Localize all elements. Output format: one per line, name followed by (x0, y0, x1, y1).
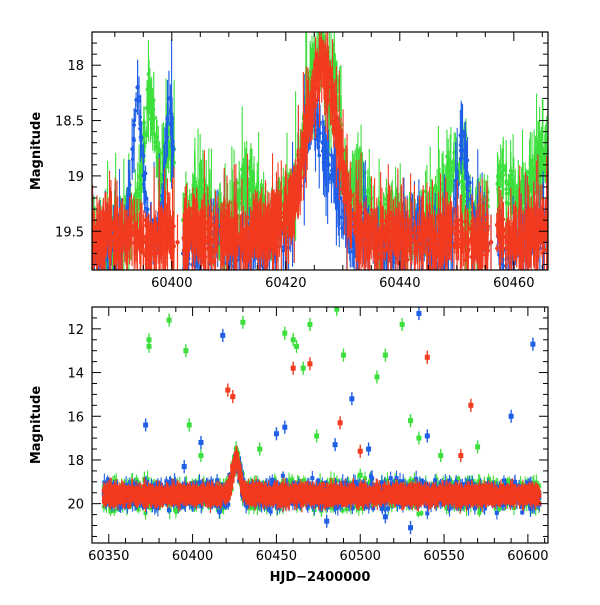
data-point (147, 85, 151, 89)
data-point (500, 174, 504, 178)
data-point (144, 207, 148, 211)
data-point (467, 189, 471, 193)
data-point (503, 168, 507, 172)
data-point (509, 181, 513, 185)
data-point (170, 117, 174, 121)
data-point (162, 173, 166, 177)
data-point (509, 173, 513, 177)
data-point (460, 129, 464, 133)
data-point (153, 140, 157, 144)
data-point (165, 130, 169, 134)
data-point (145, 106, 149, 110)
data-point (450, 168, 454, 172)
data-point (332, 174, 336, 178)
data-point (134, 192, 138, 196)
data-point (132, 139, 136, 143)
data-point (208, 193, 212, 197)
data-point (514, 194, 518, 198)
data-point (330, 169, 334, 173)
data-point (143, 193, 147, 197)
data-point (541, 251, 545, 255)
data-point (321, 140, 325, 144)
data-point (141, 152, 145, 156)
data-point (172, 148, 176, 152)
data-point (366, 188, 370, 192)
data-point (326, 163, 330, 167)
data-point (198, 185, 202, 189)
data-point (167, 96, 171, 100)
data-point (465, 164, 469, 168)
data-point (127, 187, 131, 191)
data-point (446, 163, 450, 167)
data-point (317, 154, 321, 158)
data-point (338, 196, 342, 200)
data-point (237, 188, 241, 192)
data-point (135, 85, 139, 89)
data-point (330, 154, 334, 158)
data-point (151, 123, 155, 127)
data-point (541, 158, 545, 162)
data-point (529, 161, 533, 165)
data-point (249, 187, 253, 191)
data-point (495, 247, 499, 251)
data-point (130, 147, 134, 151)
data-point (528, 176, 532, 180)
data-point (505, 192, 509, 196)
data-point (240, 168, 244, 172)
data-point (142, 183, 146, 187)
data-point (199, 169, 203, 173)
data-point (139, 139, 143, 143)
data-point (462, 186, 466, 190)
